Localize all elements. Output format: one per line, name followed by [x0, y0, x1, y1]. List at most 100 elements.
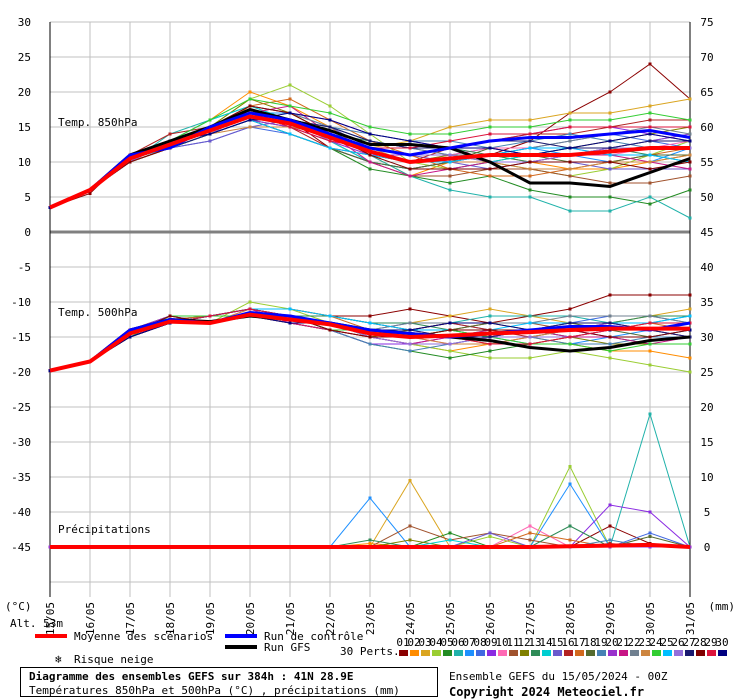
member-point [408, 174, 412, 178]
member-point [528, 125, 532, 129]
pert-color-swatch [476, 650, 485, 656]
member-point [608, 503, 612, 507]
member-point [448, 531, 452, 535]
member-point [488, 118, 492, 122]
member-point [328, 139, 332, 143]
x-tick-label: 30/05 [644, 602, 657, 635]
member-point [368, 496, 372, 500]
member-point [648, 62, 652, 66]
member-point [288, 132, 292, 136]
pert-number-label: 19 [594, 636, 607, 649]
member-point [688, 356, 692, 360]
member-point [408, 342, 412, 346]
pert-color-swatch [564, 650, 573, 656]
member-point [528, 335, 532, 339]
member-point [288, 125, 292, 129]
member-point [568, 482, 572, 486]
member-point [528, 524, 532, 528]
pert-color-swatch [531, 650, 540, 656]
pert-color-swatch [597, 650, 606, 656]
legend-snow-label: Risque neige [74, 653, 153, 666]
member-point [648, 363, 652, 367]
right-tick-label: 20 [700, 401, 713, 414]
x-tick-label: 18/05 [164, 602, 177, 635]
member-point [608, 160, 612, 164]
member-point [608, 153, 612, 157]
member-point [528, 188, 532, 192]
pert-color-swatch [542, 650, 551, 656]
member-point [408, 139, 412, 143]
pert-number-label: 02 [407, 636, 420, 649]
member-point [568, 195, 572, 199]
pert-number-label: 06 [451, 636, 464, 649]
member-point [328, 328, 332, 332]
right-tick-label: 70 [700, 51, 713, 64]
member-point [128, 160, 132, 164]
member-point [208, 314, 212, 318]
altitude-label: Alt. 53m [10, 617, 63, 630]
pert-number-label: 09 [484, 636, 497, 649]
member-point [608, 181, 612, 185]
panel-label: Précipitations [58, 523, 151, 536]
member-point [528, 342, 532, 346]
member-point [608, 335, 612, 339]
member-point [248, 104, 252, 108]
member-point [448, 342, 452, 346]
member-point [648, 132, 652, 136]
member-point [328, 104, 332, 108]
copyright: Copyright 2024 Meteociel.fr [449, 685, 645, 699]
member-point [328, 314, 332, 318]
member-point [488, 349, 492, 353]
member-point [608, 125, 612, 129]
member-point [688, 314, 692, 318]
pert-color-swatch [619, 650, 628, 656]
member-point [488, 314, 492, 318]
member-point [528, 167, 532, 171]
member-point [408, 328, 412, 332]
member-point [688, 118, 692, 122]
member-point [488, 195, 492, 199]
x-tick-label: 26/05 [484, 602, 497, 635]
member-point [488, 531, 492, 535]
member-point [688, 160, 692, 164]
pert-color-swatch [630, 650, 639, 656]
member-point [648, 335, 652, 339]
right-tick-label: 50 [700, 191, 713, 204]
pert-color-swatch [509, 650, 518, 656]
member-point [128, 335, 132, 339]
member-point [688, 293, 692, 297]
member-point [248, 307, 252, 311]
member-point [368, 314, 372, 318]
pert-number-label: 11 [506, 636, 519, 649]
member-point [448, 132, 452, 136]
member-point [448, 139, 452, 143]
left-tick-label: 20 [18, 86, 31, 99]
member-point [448, 538, 452, 542]
pert-number-label: 22 [627, 636, 640, 649]
member-point [688, 167, 692, 171]
member-point [368, 132, 372, 136]
member-point [648, 202, 652, 206]
member-point [528, 118, 532, 122]
pert-number-label: 23 [638, 636, 651, 649]
member-point [528, 538, 532, 542]
member-point [608, 111, 612, 115]
pert-number-label: 08 [473, 636, 486, 649]
member-point [488, 335, 492, 339]
x-tick-label: 24/05 [404, 602, 417, 635]
pert-number-label: 29 [704, 636, 717, 649]
pert-color-swatch [421, 650, 430, 656]
member-point [608, 321, 612, 325]
member-point [688, 188, 692, 192]
member-point [568, 160, 572, 164]
member-point [448, 181, 452, 185]
left-tick-label: 10 [18, 156, 31, 169]
left-tick-label: -45 [11, 541, 31, 554]
member-point [168, 314, 172, 318]
x-tick-label: 27/05 [524, 602, 537, 635]
member-point [688, 125, 692, 129]
member-point [408, 132, 412, 136]
member-point [608, 139, 612, 143]
member-point [448, 160, 452, 164]
